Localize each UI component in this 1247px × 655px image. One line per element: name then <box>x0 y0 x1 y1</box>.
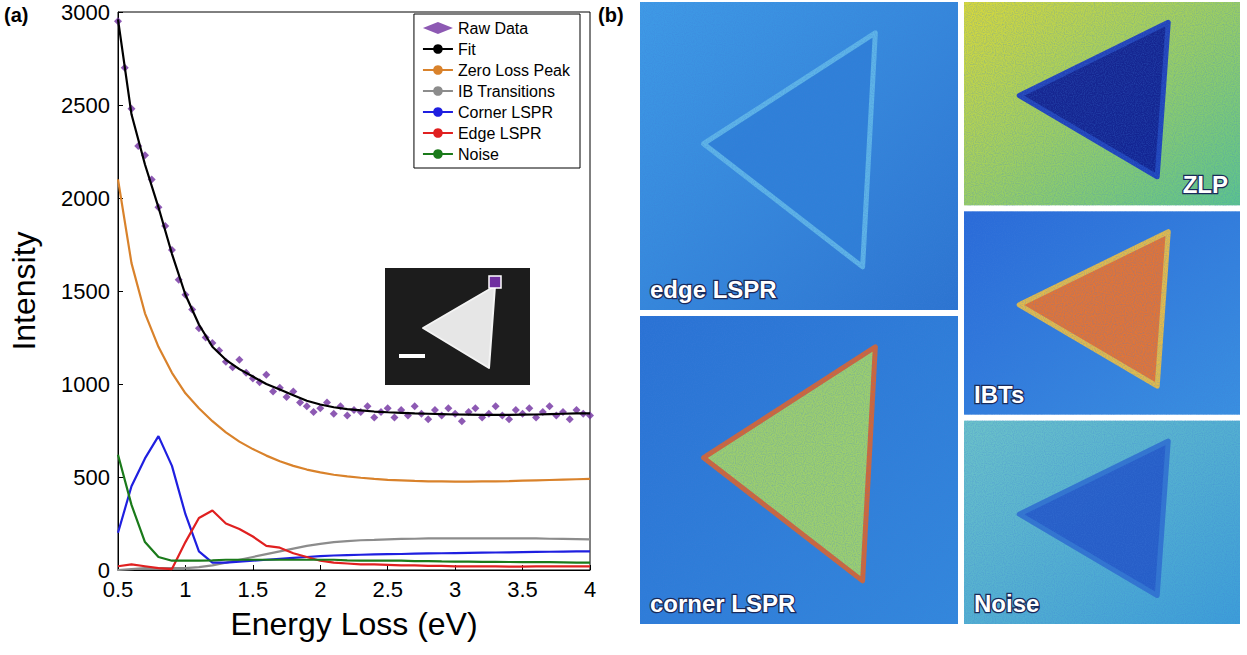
svg-text:corner LSPR: corner LSPR <box>650 590 795 617</box>
svg-text:Noise: Noise <box>974 590 1039 617</box>
svg-text:Edge LSPR: Edge LSPR <box>458 125 542 142</box>
html-text:(a): (a) <box>4 4 29 26</box>
svg-text:Raw Data: Raw Data <box>458 20 528 37</box>
svg-text:3000: 3000 <box>61 0 110 25</box>
svg-text:0: 0 <box>97 557 110 583</box>
svg-text:Fit: Fit <box>458 41 476 58</box>
svg-text:Intensity: Intensity <box>6 231 42 350</box>
svg-text:IB Transitions: IB Transitions <box>458 83 555 100</box>
html-text:(b): (b) <box>598 4 624 26</box>
svg-text:3.5: 3.5 <box>507 577 538 602</box>
svg-text:Zero Loss Peak: Zero Loss Peak <box>458 62 571 79</box>
svg-text:edge LSPR: edge LSPR <box>650 276 777 303</box>
svg-text:2500: 2500 <box>61 93 110 118</box>
svg-text:IBTs: IBTs <box>974 381 1024 408</box>
svg-text:0.5: 0.5 <box>103 577 134 602</box>
svg-text:ZLP: ZLP <box>1183 171 1228 198</box>
svg-text:Energy Loss (eV): Energy Loss (eV) <box>230 606 477 642</box>
svg-text:2.5: 2.5 <box>372 577 403 602</box>
svg-text:1000: 1000 <box>61 372 110 397</box>
svg-text:1.5: 1.5 <box>238 577 269 602</box>
svg-text:Noise: Noise <box>458 146 499 163</box>
svg-text:3: 3 <box>449 577 461 602</box>
svg-text:2000: 2000 <box>61 186 110 211</box>
svg-text:Corner LSPR: Corner LSPR <box>458 104 553 121</box>
svg-text:500: 500 <box>73 465 110 490</box>
svg-text:1: 1 <box>179 577 191 602</box>
svg-text:2: 2 <box>314 577 326 602</box>
svg-text:1500: 1500 <box>61 279 110 304</box>
svg-text:4: 4 <box>584 577 596 602</box>
